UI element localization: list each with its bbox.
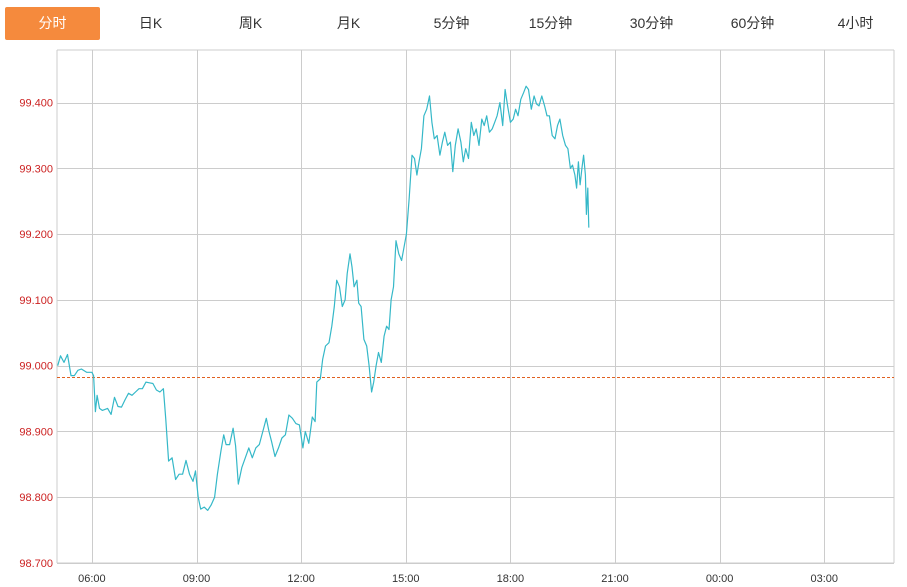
price-line: [57, 85, 590, 511]
y-tick-label: 98.700: [19, 558, 53, 570]
tab-6[interactable]: 30分钟: [629, 15, 674, 31]
y-tick-label: 98.800: [19, 492, 53, 504]
x-tick-label: 21:00: [601, 573, 629, 585]
y-tick-label: 99.200: [19, 229, 53, 241]
tab-4[interactable]: 5分钟: [433, 15, 470, 31]
tab-3[interactable]: 月K: [336, 15, 361, 31]
chart-grid: [56, 49, 895, 564]
chart-series: [57, 85, 894, 511]
tab-7[interactable]: 60分钟: [730, 15, 775, 31]
x-tick-label: 15:00: [392, 573, 420, 585]
tab-0[interactable]: 分时: [5, 7, 100, 40]
y-tick-label: 99.400: [19, 98, 53, 110]
period-tab-bar: 分时 日K 周K 月K 5分钟 15分钟 30分钟 60分钟 4小时: [0, 0, 907, 46]
x-tick-label: 18:00: [497, 573, 525, 585]
x-tick-label: 09:00: [183, 573, 211, 585]
tab-5[interactable]: 15分钟: [528, 15, 573, 31]
x-tick-label: 06:00: [78, 573, 106, 585]
x-tick-label: 00:00: [706, 573, 734, 585]
x-tick-label: 03:00: [810, 573, 838, 585]
y-tick-label: 98.900: [19, 426, 53, 438]
chart-axes: 98.700 98.800 98.900 99.000 99.100 99.200 99.3…: [19, 98, 838, 585]
y-tick-label: 99.300: [19, 163, 53, 175]
tab-2[interactable]: 周K: [238, 15, 263, 31]
y-tick-label: 99.000: [19, 361, 53, 373]
y-tick-label: 99.100: [19, 295, 53, 307]
x-tick-label: 12:00: [287, 573, 315, 585]
tab-1[interactable]: 日K: [138, 15, 163, 31]
tab-8[interactable]: 4小时: [837, 15, 874, 31]
